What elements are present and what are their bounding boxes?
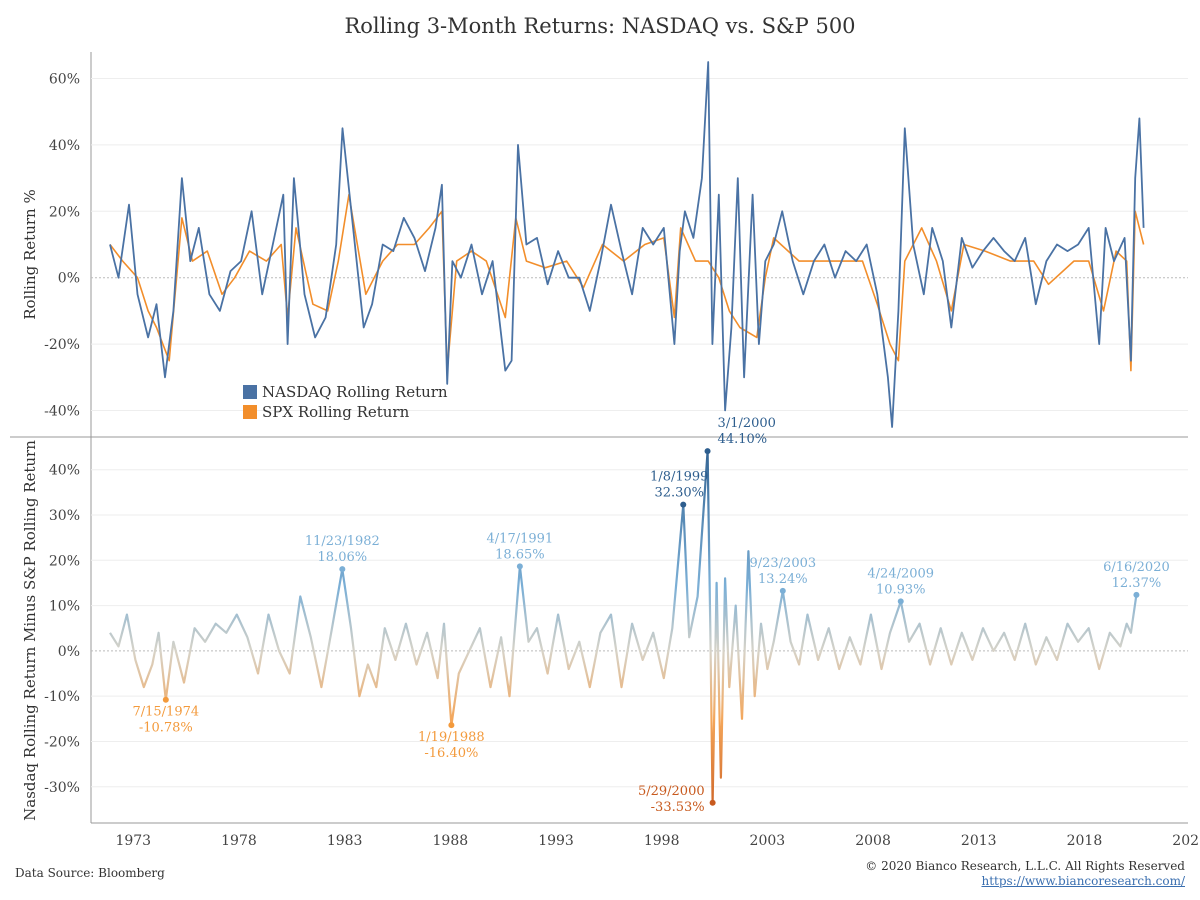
bottom-y-tick-label: 40% bbox=[49, 463, 80, 479]
bottom-y-tick-label: 20% bbox=[49, 553, 80, 569]
chart-frame bbox=[10, 52, 1188, 824]
website-link[interactable]: https://www.biancoresearch.com/ bbox=[981, 874, 1185, 888]
bottom-y-tick-label: 10% bbox=[49, 599, 80, 615]
bottom-y-tick-label: 30% bbox=[49, 508, 80, 524]
annotation-value: 18.65% bbox=[495, 547, 545, 562]
legend: NASDAQ Rolling Return SPX Rolling Return bbox=[243, 383, 448, 421]
footer-credits: © 2020 Bianco Research, L.L.C. All Right… bbox=[865, 859, 1185, 889]
annotation-marker bbox=[162, 696, 169, 703]
bottom-y-tick-label: 0% bbox=[58, 644, 80, 660]
annotation-marker bbox=[1133, 591, 1140, 598]
annotation-date: 5/29/2000 bbox=[638, 784, 705, 799]
annotation-date: 1/8/1999 bbox=[650, 470, 708, 485]
annotation-marker bbox=[339, 566, 346, 573]
annotation-date: 6/16/2020 bbox=[1103, 560, 1170, 575]
annotation-date: 4/17/1991 bbox=[487, 531, 554, 546]
x-tick-label: 1998 bbox=[644, 833, 680, 849]
grid-lines bbox=[91, 78, 1188, 788]
difference-series-line bbox=[109, 450, 1138, 804]
annotation-value: 13.24% bbox=[758, 572, 808, 587]
bottom-y-tick-label: -30% bbox=[44, 780, 80, 796]
spx-series-line bbox=[109, 193, 1145, 372]
bottom-y-tick-label: -20% bbox=[44, 734, 80, 750]
bottom-y-tick-label: -10% bbox=[44, 689, 80, 705]
bottom-y-axis-title: Nasdaq Rolling Return Minus S&P Rolling … bbox=[21, 440, 39, 821]
copyright-text: © 2020 Bianco Research, L.L.C. All Right… bbox=[865, 859, 1185, 873]
legend-label-spx: SPX Rolling Return bbox=[262, 403, 410, 421]
annotation-date: 3/1/2000 bbox=[718, 416, 776, 431]
annotation-marker bbox=[779, 587, 786, 594]
annotation-marker bbox=[704, 448, 711, 455]
bottom-panel-series bbox=[109, 450, 1138, 804]
annotation-value: 44.10% bbox=[718, 432, 768, 447]
x-tick-label: 2018 bbox=[1067, 833, 1103, 849]
top-y-tick-label: -40% bbox=[44, 403, 80, 419]
legend-label-nasdaq: NASDAQ Rolling Return bbox=[262, 383, 448, 401]
x-tick-label: 1978 bbox=[221, 833, 257, 849]
annotation-date: 11/23/1982 bbox=[305, 534, 380, 549]
x-tick-label: 1988 bbox=[433, 833, 469, 849]
annotation-marker bbox=[897, 598, 904, 605]
x-tick-label: 2023 bbox=[1172, 833, 1200, 849]
chart-title: Rolling 3-Month Returns: NASDAQ vs. S&P … bbox=[344, 14, 856, 38]
x-tick-label: 1973 bbox=[115, 833, 151, 849]
top-panel-series bbox=[109, 61, 1145, 428]
nasdaq-series-line bbox=[109, 61, 1145, 428]
annotation-marker bbox=[516, 563, 523, 570]
annotation-date: 4/24/2009 bbox=[867, 566, 934, 581]
annotation-value: 32.30% bbox=[654, 486, 704, 501]
annotation-value: 12.37% bbox=[1112, 576, 1162, 591]
annotation-value: 10.93% bbox=[876, 582, 926, 597]
annotation-value: -10.78% bbox=[139, 721, 193, 736]
annotation-date: 9/23/2003 bbox=[749, 556, 816, 571]
source-note: Data Source: Bloomberg bbox=[15, 866, 165, 880]
annotation-marker bbox=[680, 501, 687, 508]
x-tick-label: 1983 bbox=[327, 833, 363, 849]
legend-swatch-nasdaq bbox=[243, 385, 257, 399]
top-y-tick-label: 60% bbox=[49, 72, 80, 88]
x-tick-label: 1993 bbox=[538, 833, 574, 849]
annotation-date: 1/19/1988 bbox=[418, 730, 485, 745]
annotations: 11/23/198218.06%4/17/199118.65%1/8/19993… bbox=[132, 416, 1169, 815]
legend-swatch-spx bbox=[243, 405, 257, 419]
top-y-axis-title: Rolling Return % bbox=[21, 189, 39, 319]
annotation-value: -16.40% bbox=[424, 746, 478, 761]
x-tick-label: 2008 bbox=[855, 833, 891, 849]
top-y-tick-label: 0% bbox=[58, 271, 80, 287]
annotation-value: -33.53% bbox=[651, 800, 705, 815]
annotation-value: 18.06% bbox=[318, 550, 368, 565]
annotation-marker bbox=[709, 799, 716, 806]
top-y-tick-label: 20% bbox=[49, 204, 80, 220]
annotation-date: 7/15/1974 bbox=[132, 705, 199, 720]
annotation-marker bbox=[448, 722, 455, 729]
top-y-tick-label: 40% bbox=[49, 138, 80, 154]
top-y-tick-label: -20% bbox=[44, 337, 80, 353]
axis-labels: 60% 40% 20% 0% -20% -40% 40% 30% 20% 10% 0% -10% -20… bbox=[21, 72, 1200, 849]
x-tick-label: 2003 bbox=[750, 833, 786, 849]
x-tick-label: 2013 bbox=[961, 833, 997, 849]
